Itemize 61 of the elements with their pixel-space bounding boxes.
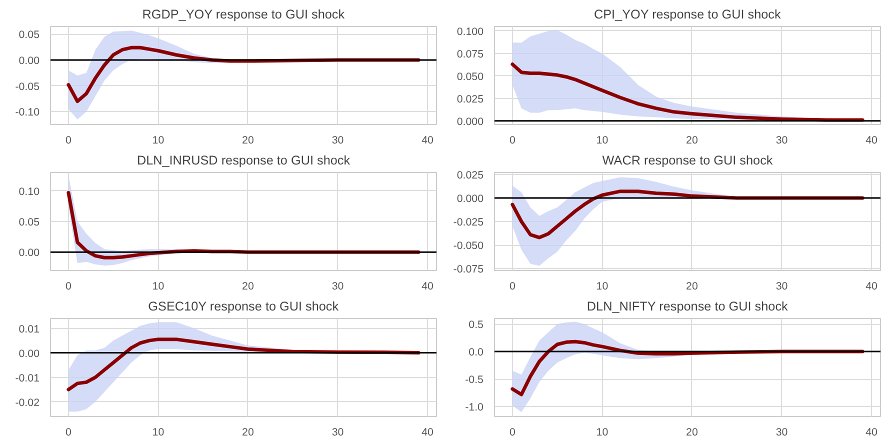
y-tick-label: -0.10 [15, 106, 40, 119]
x-tick-label: 40 [422, 426, 434, 438]
x-tick-label: 30 [776, 426, 788, 438]
x-tick-label: 0 [65, 280, 72, 292]
x-tick-label: 30 [776, 280, 788, 292]
chart-title: DLN_INRUSD response to GUI shock [136, 154, 351, 168]
y-tick-label: -0.025 [453, 216, 484, 228]
y-tick-label: 0.100 [456, 26, 484, 38]
x-tick-label: 10 [596, 280, 608, 292]
x-tick-label: 10 [596, 426, 608, 438]
y-tick-label: -1.0 [465, 402, 484, 414]
x-tick-label: 40 [422, 134, 434, 146]
x-tick-label: 0 [65, 134, 72, 146]
y-tick-label: 0.025 [456, 169, 484, 182]
y-tick-label: 0.000 [456, 116, 484, 128]
y-tick-label: 0.050 [456, 70, 484, 83]
x-tick-label: 30 [332, 426, 344, 438]
x-tick-label: 10 [152, 134, 164, 146]
y-tick-label: -0.5 [465, 374, 484, 386]
y-tick-label: 0.05 [18, 29, 40, 42]
x-tick-label: 0 [509, 134, 516, 146]
x-tick-label: 30 [332, 134, 344, 146]
y-tick-label: -0.075 [453, 264, 484, 276]
x-tick-label: 20 [686, 280, 698, 292]
x-tick-label: 40 [866, 280, 878, 292]
y-tick-label: 0.10 [18, 186, 40, 198]
chart-title: WACR response to GUI shock [602, 154, 774, 168]
y-tick-label: 0.01 [18, 323, 40, 336]
y-tick-label: 0.00 [18, 55, 40, 68]
x-tick-label: 40 [422, 280, 434, 292]
x-tick-label: 30 [332, 280, 344, 292]
y-tick-label: 0.5 [468, 319, 484, 332]
y-tick-label: 0.00 [18, 247, 40, 260]
x-tick-label: 10 [152, 426, 164, 438]
chart-title: RGDP_YOY response to GUI shock [142, 8, 346, 22]
chart-title: CPI_YOY response to GUI shock [594, 8, 782, 22]
x-tick-label: 0 [509, 426, 516, 438]
x-tick-label: 20 [686, 426, 698, 438]
y-tick-label: 0.05 [18, 216, 40, 228]
x-tick-label: 40 [866, 134, 878, 146]
y-tick-label: 0.025 [456, 93, 484, 106]
y-tick-label: -0.050 [453, 240, 484, 252]
x-tick-label: 20 [242, 134, 254, 146]
x-tick-label: 20 [686, 134, 698, 146]
y-tick-label: -0.05 [15, 80, 40, 93]
x-tick-label: 0 [65, 426, 72, 438]
y-tick-label: 0.0 [468, 346, 484, 359]
y-tick-label: -0.01 [15, 372, 40, 384]
x-tick-label: 10 [152, 280, 164, 292]
x-tick-label: 10 [596, 134, 608, 146]
x-tick-label: 30 [776, 134, 788, 146]
x-tick-label: 40 [866, 426, 878, 438]
x-tick-label: 20 [242, 280, 254, 292]
y-tick-label: 0.000 [456, 192, 484, 205]
y-tick-label: 0.075 [456, 48, 484, 60]
y-tick-label: -0.02 [15, 396, 40, 409]
x-tick-label: 0 [509, 280, 516, 292]
x-tick-label: 20 [242, 426, 254, 438]
chart-title: GSEC10Y response to GUI shock [148, 300, 340, 314]
y-tick-label: 0.00 [18, 348, 40, 360]
chart-title: DLN_NIFTY response to GUI shock [586, 300, 789, 314]
